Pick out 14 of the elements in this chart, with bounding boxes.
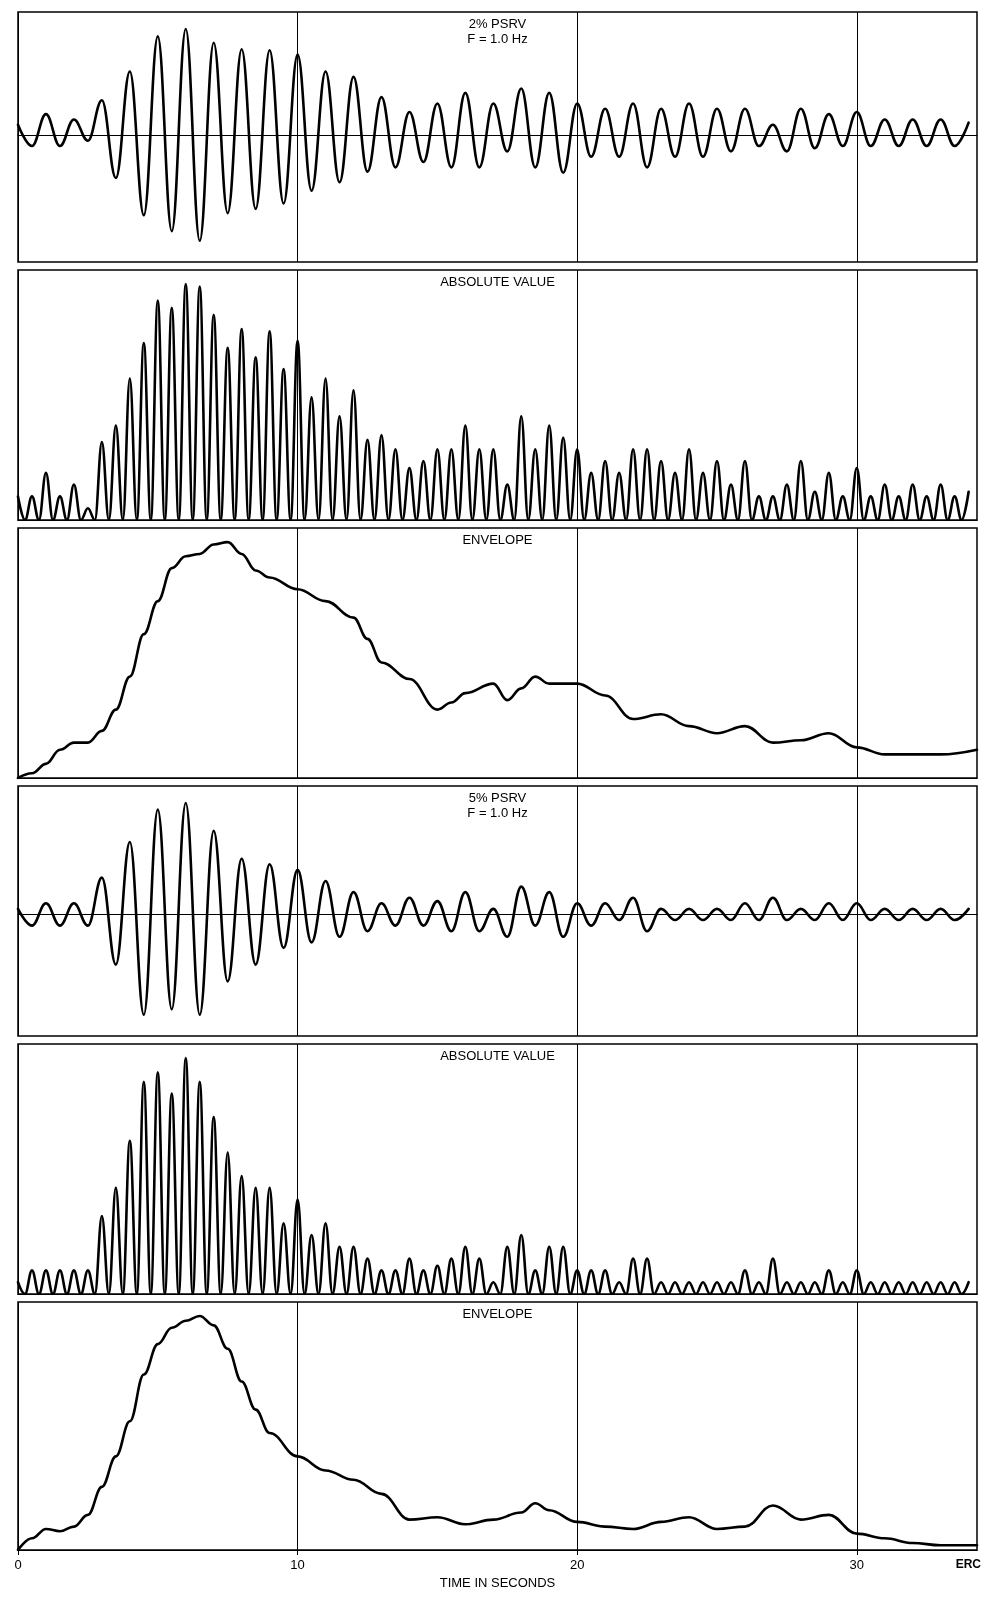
chart-title: ABSOLUTE VALUE xyxy=(440,274,556,289)
text: ERC xyxy=(955,1557,982,1571)
chart-title: 5% PSRV xyxy=(468,790,527,805)
chart-title: ENVELOPE xyxy=(462,532,533,547)
chart-title: ENVELOPE xyxy=(462,1306,533,1321)
x-axis-title: TIME IN SECONDS xyxy=(439,1575,556,1590)
x-tick-label: 0 xyxy=(14,1557,22,1572)
chart-subtitle: F = 1.0 Hz xyxy=(467,805,528,820)
chart-title: 2% PSRV xyxy=(468,16,527,31)
x-tick-label: 10 xyxy=(290,1557,305,1572)
x-tick-label: 20 xyxy=(569,1557,585,1572)
chart-subtitle: F = 1.0 Hz xyxy=(467,31,528,46)
chart-title: ABSOLUTE VALUE xyxy=(440,1048,556,1063)
x-tick-label: 30 xyxy=(849,1557,865,1572)
